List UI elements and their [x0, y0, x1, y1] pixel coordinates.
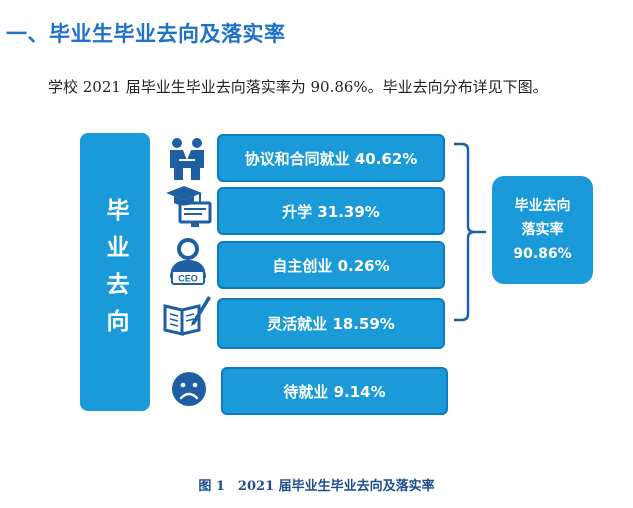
result-value: 90.86% — [513, 246, 572, 262]
item-label: 自主创业 0.26% — [272, 256, 390, 275]
item-further-study: 升学 31.39% — [217, 187, 445, 235]
item-agreement-employment: 协议和合同就业 40.62% — [217, 134, 445, 182]
grouping-bracket — [454, 142, 486, 322]
item-self-employment: 自主创业 0.26% — [217, 241, 445, 289]
placement-rate-box: 毕业去向 落实率 90.86% — [492, 176, 593, 284]
item-label: 协议和合同就业 40.62% — [244, 149, 418, 168]
sad-face-icon — [172, 372, 206, 406]
destination-label-box: 毕业去向 — [80, 133, 150, 411]
result-line-2: 落实率 — [521, 222, 564, 238]
graduation-cap-monitor-icon — [166, 186, 212, 227]
book-pen-icon — [163, 296, 211, 336]
destination-label: 毕业去向 — [102, 198, 128, 346]
figure-caption: 图 1 2021 届毕业生毕业去向及落实率 — [198, 479, 435, 494]
item-flexible-employment: 灵活就业 18.59% — [217, 298, 445, 349]
handshake-people-icon — [170, 138, 204, 180]
svg-text:CEO: CEO — [178, 274, 198, 284]
item-awaiting-employment: 待就业 9.14% — [221, 367, 448, 415]
intro-text: 学校 2021 届毕业生毕业去向落实率为 90.86%。毕业去向分布详见下图。 — [48, 78, 548, 96]
item-label: 升学 31.39% — [282, 202, 380, 221]
item-label: 待就业 9.14% — [283, 382, 386, 401]
section-heading: 一、毕业生毕业去向及落实率 — [6, 22, 286, 46]
ceo-person-icon: CEO — [170, 238, 206, 285]
item-label: 灵活就业 18.59% — [267, 315, 395, 333]
result-line-1: 毕业去向 — [514, 198, 571, 214]
